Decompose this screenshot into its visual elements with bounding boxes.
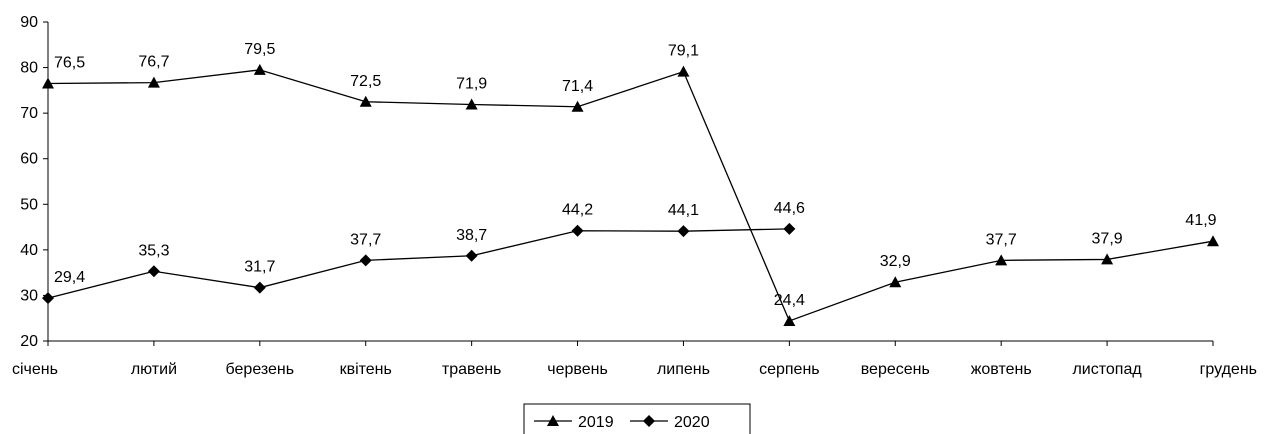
series-2020 <box>42 222 796 305</box>
data-label: 38,7 <box>456 227 487 244</box>
data-point <box>783 222 796 235</box>
data-label: 44,6 <box>774 200 805 217</box>
series-line-2020 <box>47 228 790 299</box>
data-label: 35,3 <box>138 242 169 259</box>
data-point <box>995 254 1008 266</box>
x-tick-label: липень <box>657 361 710 378</box>
x-tick-label: вересень <box>861 361 930 378</box>
data-point <box>253 281 266 294</box>
x-tick-label: січень <box>12 361 58 378</box>
data-point <box>465 249 478 262</box>
data-point <box>889 276 902 288</box>
data-point <box>42 292 54 305</box>
x-tick-label: березень <box>226 361 295 378</box>
data-label: 44,2 <box>562 202 593 219</box>
series-layer <box>42 63 1219 326</box>
data-point <box>1101 253 1114 265</box>
y-tick-label: 50 <box>20 196 38 213</box>
legend-marker <box>643 415 655 427</box>
x-tick-label: серпень <box>759 361 820 378</box>
data-labels: 76,5 76,7 79,5 72,5 71,9 71,4 79,1 24,4 32,9 37,7… <box>54 41 1217 309</box>
chart-axes <box>47 22 1213 342</box>
data-label: 24,4 <box>774 292 805 309</box>
y-tick-label: 20 <box>20 333 38 350</box>
data-point <box>465 98 478 110</box>
data-label: 41,9 <box>1185 212 1216 229</box>
data-point <box>147 265 160 278</box>
y-tick-label: 40 <box>20 242 38 259</box>
legend-item-2020: 2020 <box>630 414 710 431</box>
data-label: 71,4 <box>562 78 593 95</box>
data-point <box>783 314 796 326</box>
data-label: 29,4 <box>54 269 85 286</box>
legend-marker <box>547 415 559 426</box>
data-label: 76,7 <box>138 54 169 71</box>
x-tick-label: лютий <box>131 361 177 378</box>
data-point <box>147 76 160 88</box>
data-point <box>253 63 266 75</box>
data-label: 37,7 <box>986 231 1017 248</box>
data-label: 37,9 <box>1092 230 1123 247</box>
data-point <box>571 100 584 112</box>
x-tick-label: грудень <box>1200 361 1257 378</box>
x-tick-label: жовтень <box>971 361 1032 378</box>
series-2019 <box>42 63 1219 326</box>
x-tick-label: червень <box>547 361 608 378</box>
legend-item-2019: 2019 <box>534 414 614 431</box>
data-point <box>677 65 690 77</box>
data-label: 79,1 <box>668 43 699 60</box>
legend-label: 2019 <box>578 414 614 431</box>
data-label: 32,9 <box>880 253 911 270</box>
legend: 2019 2020 <box>523 403 751 434</box>
data-point <box>677 225 690 238</box>
data-point <box>1207 235 1219 247</box>
data-point <box>42 77 54 89</box>
y-tick-label: 70 <box>20 105 38 122</box>
y-tick-label: 30 <box>20 287 38 304</box>
x-tick-label: травень <box>442 361 502 378</box>
x-axis-ticks: січень лютий березень квітень травень червень… <box>12 341 1257 378</box>
legend-box <box>523 403 751 434</box>
y-tick-label: 80 <box>20 60 38 77</box>
data-label: 44,1 <box>668 202 699 219</box>
data-label: 37,7 <box>350 231 381 248</box>
data-label: 71,9 <box>456 75 487 92</box>
y-axis-ticks: 20 30 40 50 60 70 80 90 <box>20 14 48 350</box>
data-point <box>571 224 584 237</box>
y-tick-label: 60 <box>20 151 38 168</box>
x-tick-label: листопад <box>1072 361 1142 378</box>
series-line-2019 <box>47 69 1214 322</box>
data-label: 79,5 <box>244 41 275 58</box>
data-label: 72,5 <box>350 73 381 90</box>
legend-label: 2020 <box>674 414 710 431</box>
y-tick-label: 90 <box>20 14 38 31</box>
data-label: 31,7 <box>244 259 275 276</box>
x-tick-label: квітень <box>340 361 392 378</box>
data-point <box>359 254 372 267</box>
data-label: 76,5 <box>54 55 85 72</box>
data-point <box>359 95 372 107</box>
